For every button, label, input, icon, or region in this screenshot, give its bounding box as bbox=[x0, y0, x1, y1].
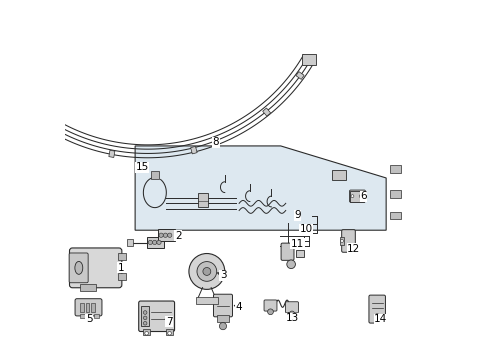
Bar bbox=[389, 212, 400, 220]
Circle shape bbox=[197, 262, 216, 281]
Bar bbox=[80, 284, 96, 291]
FancyBboxPatch shape bbox=[341, 230, 355, 252]
Circle shape bbox=[167, 332, 171, 335]
Circle shape bbox=[188, 253, 224, 289]
Bar bbox=[127, 239, 133, 246]
Text: 5: 5 bbox=[86, 314, 92, 324]
Circle shape bbox=[359, 195, 362, 198]
Bar bbox=[80, 303, 84, 312]
Bar bbox=[85, 303, 89, 312]
Text: 10: 10 bbox=[299, 225, 312, 234]
Bar bbox=[302, 54, 316, 64]
Text: 3: 3 bbox=[219, 270, 226, 280]
Bar bbox=[389, 190, 400, 198]
Bar bbox=[109, 150, 115, 157]
Bar bbox=[80, 314, 84, 319]
Bar bbox=[140, 306, 149, 326]
Bar bbox=[118, 253, 126, 260]
Circle shape bbox=[144, 332, 148, 335]
Circle shape bbox=[143, 316, 147, 320]
Text: 7: 7 bbox=[165, 317, 172, 327]
Circle shape bbox=[267, 309, 273, 315]
Bar bbox=[166, 329, 172, 336]
Text: 2: 2 bbox=[175, 231, 181, 240]
Circle shape bbox=[286, 260, 295, 269]
Circle shape bbox=[163, 233, 167, 237]
Bar bbox=[349, 192, 363, 202]
Text: 11: 11 bbox=[290, 239, 304, 249]
FancyBboxPatch shape bbox=[139, 301, 174, 332]
Text: 4: 4 bbox=[235, 302, 241, 312]
FancyBboxPatch shape bbox=[281, 243, 293, 260]
FancyBboxPatch shape bbox=[213, 294, 232, 317]
Circle shape bbox=[374, 314, 379, 319]
Text: 8: 8 bbox=[212, 138, 219, 147]
Bar bbox=[118, 273, 126, 279]
FancyBboxPatch shape bbox=[69, 253, 88, 283]
Bar bbox=[296, 250, 304, 257]
Text: 14: 14 bbox=[373, 314, 386, 324]
Circle shape bbox=[350, 195, 353, 198]
FancyBboxPatch shape bbox=[285, 302, 298, 313]
Circle shape bbox=[157, 240, 161, 244]
Bar bbox=[196, 297, 217, 304]
Bar bbox=[340, 237, 343, 245]
FancyBboxPatch shape bbox=[264, 300, 276, 311]
Circle shape bbox=[152, 240, 157, 244]
Bar bbox=[32, 118, 40, 127]
Circle shape bbox=[167, 233, 171, 237]
Circle shape bbox=[159, 233, 163, 237]
Bar bbox=[216, 315, 229, 322]
Text: 6: 6 bbox=[360, 191, 366, 201]
Bar bbox=[262, 108, 270, 116]
Text: 1: 1 bbox=[117, 263, 124, 273]
Bar bbox=[146, 237, 163, 248]
Polygon shape bbox=[135, 146, 386, 230]
Ellipse shape bbox=[75, 261, 82, 274]
Circle shape bbox=[148, 240, 152, 244]
FancyBboxPatch shape bbox=[368, 295, 385, 323]
Circle shape bbox=[289, 311, 294, 316]
Text: 15: 15 bbox=[135, 162, 149, 172]
Bar bbox=[143, 329, 149, 336]
Bar bbox=[150, 171, 159, 179]
Bar bbox=[94, 314, 99, 319]
Bar bbox=[198, 193, 207, 207]
Bar bbox=[332, 170, 346, 180]
Circle shape bbox=[143, 321, 147, 325]
Circle shape bbox=[143, 311, 147, 314]
Bar bbox=[295, 72, 304, 80]
Bar bbox=[190, 147, 197, 154]
Text: 13: 13 bbox=[285, 313, 299, 323]
Bar bbox=[157, 229, 174, 241]
Circle shape bbox=[340, 239, 343, 242]
Circle shape bbox=[203, 267, 210, 275]
FancyBboxPatch shape bbox=[349, 190, 365, 202]
Text: 9: 9 bbox=[294, 210, 300, 220]
Bar bbox=[91, 303, 95, 312]
Text: 12: 12 bbox=[346, 244, 360, 254]
Circle shape bbox=[219, 323, 226, 330]
Bar bbox=[389, 165, 400, 173]
FancyBboxPatch shape bbox=[69, 248, 122, 288]
FancyBboxPatch shape bbox=[75, 299, 102, 316]
